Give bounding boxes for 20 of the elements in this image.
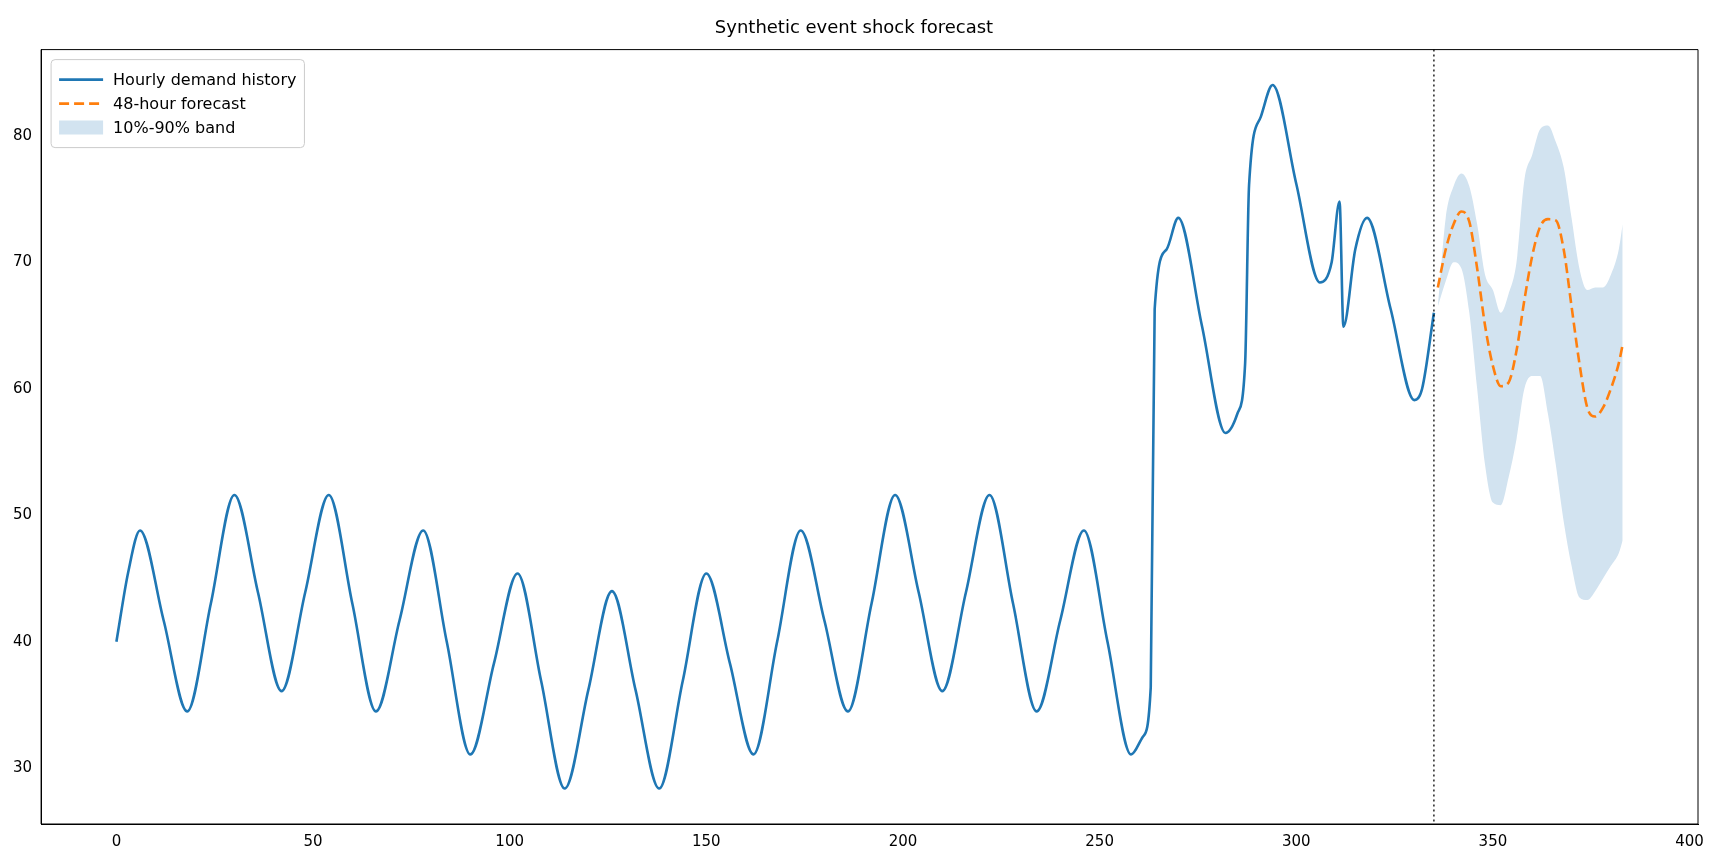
- legend-label: 48-hour forecast: [113, 93, 246, 113]
- legend-label: 10%-90% band: [113, 117, 236, 137]
- y-tick-label: 40: [12, 631, 33, 650]
- x-tick-label: 150: [692, 831, 721, 850]
- x-tick-label: 250: [1085, 831, 1114, 850]
- x-tick-label: 400: [1675, 831, 1704, 850]
- y-tick-label: 70: [12, 252, 33, 271]
- x-tick-label: 50: [303, 831, 323, 850]
- y-tick-label: 30: [12, 758, 33, 777]
- x-tick-label: 100: [495, 831, 525, 850]
- chart-title: Synthetic event shock forecast: [714, 16, 994, 38]
- line-series: [1436, 210, 1624, 418]
- x-tick-label: 300: [1281, 831, 1311, 850]
- legend-label: Hourly demand history: [113, 69, 297, 89]
- y-tick-label: 50: [12, 505, 33, 524]
- x-tick-label: 0: [111, 831, 122, 850]
- x-tick-label: 200: [888, 831, 918, 850]
- y-tick-label: 80: [12, 125, 33, 144]
- x-tick-label: 350: [1478, 831, 1508, 850]
- y-tick-label: 60: [12, 378, 33, 397]
